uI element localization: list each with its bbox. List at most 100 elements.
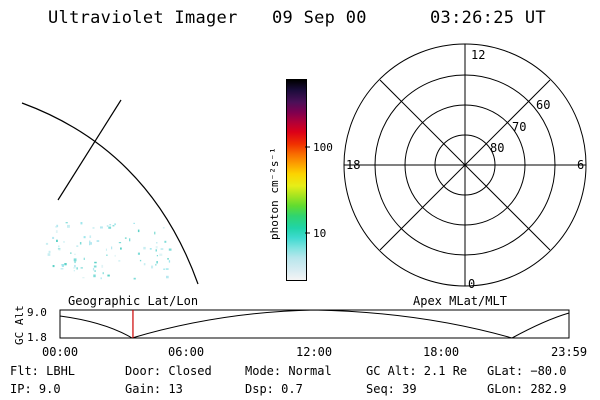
lat-label-60: 60 <box>536 98 550 112</box>
aurora-speckle <box>83 257 85 260</box>
aurora-speckle <box>82 277 85 279</box>
map-projection-label: Geographic Lat/Lon <box>68 294 199 308</box>
colorbar-tick-10: 10 <box>313 227 326 240</box>
polar-ring-80 <box>434 134 496 196</box>
altitude-ytick-high: 9.0 <box>27 306 47 319</box>
polar-ring-70 <box>404 104 526 226</box>
time-label: 03:26:25 UT <box>430 8 546 28</box>
aurora-speckle <box>155 246 158 249</box>
aurora-speckle <box>74 264 76 268</box>
aurora-speckle <box>92 267 95 271</box>
aurora-speckle <box>168 248 172 251</box>
aurora-speckle <box>120 247 122 250</box>
aurora-speckle <box>118 260 121 262</box>
gain-info: Gain: 13 <box>125 382 183 396</box>
colorbar-tick-100: 100 <box>313 141 333 154</box>
aurora-speckle <box>165 268 169 270</box>
aurora-speckle <box>156 255 158 257</box>
aurora-speckle <box>102 272 104 275</box>
colorbar <box>286 79 307 281</box>
aurora-speckle <box>137 252 140 255</box>
aurora-speckle <box>63 241 65 243</box>
aurora-speckle <box>118 242 122 244</box>
aurora-speckle <box>109 224 112 226</box>
aurora-speckle <box>73 270 75 272</box>
aurora-speckle <box>94 261 97 264</box>
aurora-speckle <box>143 263 146 266</box>
xtick-0000: 00:00 <box>42 345 78 359</box>
polar-diagonal-2 <box>379 79 551 251</box>
aurora-speckle <box>64 263 67 266</box>
aurora-speckle <box>108 226 112 229</box>
aurora-speckle <box>74 253 76 255</box>
aurora-speckle <box>133 222 135 224</box>
aurora-speckle <box>137 229 140 233</box>
aurora-speckle <box>58 249 61 251</box>
aurora-speckle <box>107 274 110 277</box>
ip-info: IP: 9.0 <box>10 382 61 396</box>
colorbar-unit-label: photon cm⁻²s⁻¹ <box>268 147 281 240</box>
aurora-speckle <box>149 248 152 250</box>
aurora-speckle <box>56 224 59 228</box>
aurora-speckle <box>79 242 82 245</box>
aurora-speckle <box>155 249 157 252</box>
aurora-speckle <box>106 225 109 227</box>
dsp-info: Dsp: 0.7 <box>245 382 303 396</box>
aurora-speckle <box>156 261 158 264</box>
filter-info: Flt: LBHL <box>10 364 76 378</box>
aurora-speckle <box>76 267 78 270</box>
aurora-speckle <box>159 253 163 256</box>
aurora-speckle <box>61 264 64 267</box>
aurora-speckle <box>167 258 169 260</box>
aurora-speckle <box>164 240 167 243</box>
aurora-speckle <box>156 242 158 244</box>
aurora-speckle <box>55 230 58 233</box>
aurora-speckle <box>76 245 79 247</box>
gc-alt-info: GC Alt: 2.1 Re <box>366 364 468 378</box>
instrument-title: Ultraviolet Imager <box>48 8 238 28</box>
map-limb-arc <box>21 102 199 285</box>
aurora-speckle <box>70 252 72 254</box>
aurora-speckle <box>74 261 76 264</box>
aurora-speckle <box>105 248 107 251</box>
aurora-speckle <box>67 224 70 228</box>
altitude-curve <box>59 309 570 339</box>
aurora-speckle <box>114 254 116 257</box>
aurora-speckle <box>52 236 55 239</box>
aurora-speckle <box>112 225 115 227</box>
xtick-1200: 12:00 <box>296 345 332 359</box>
aurora-speckle <box>133 277 136 280</box>
glon-info: GLon: 282.9 <box>487 382 567 396</box>
map-meridian-line <box>57 99 122 201</box>
aurora-speckle <box>100 277 102 280</box>
aurora-speckle <box>162 227 165 229</box>
aurora-speckle <box>73 267 76 269</box>
aurora-speckle <box>166 275 169 279</box>
aurora-speckle <box>80 222 83 225</box>
aurora-speckle <box>58 245 60 248</box>
xtick-1800: 18:00 <box>423 345 459 359</box>
aurora-speckle <box>143 246 146 250</box>
mlt-label-6: 6 <box>577 158 584 172</box>
mlt-label-0: 0 <box>468 277 475 291</box>
polar-diagonal-1 <box>379 79 551 251</box>
aurora-speckle <box>93 274 96 278</box>
altitude-ylabel: GC Alt <box>13 305 26 345</box>
colorbar-gradient <box>287 80 306 280</box>
aurora-speckle <box>89 242 92 245</box>
aurora-speckle <box>155 263 157 266</box>
aurora-speckle <box>48 250 51 253</box>
xtick-2359: 23:59 <box>551 345 587 359</box>
aurora-speckle <box>56 239 58 242</box>
aurora-speckle <box>168 260 171 263</box>
aurora-speckle <box>114 223 116 226</box>
aurora-speckle <box>139 259 142 262</box>
aurora-speckle <box>129 238 131 242</box>
polar-projection-label: Apex MLat/MLT <box>413 294 507 308</box>
polar-ring-60 <box>374 74 556 256</box>
aurora-speckle <box>93 265 97 268</box>
aurora-speckle <box>73 258 77 262</box>
door-info: Door: Closed <box>125 364 212 378</box>
aurora-speckle <box>101 264 104 268</box>
aurora-speckle <box>94 270 96 272</box>
